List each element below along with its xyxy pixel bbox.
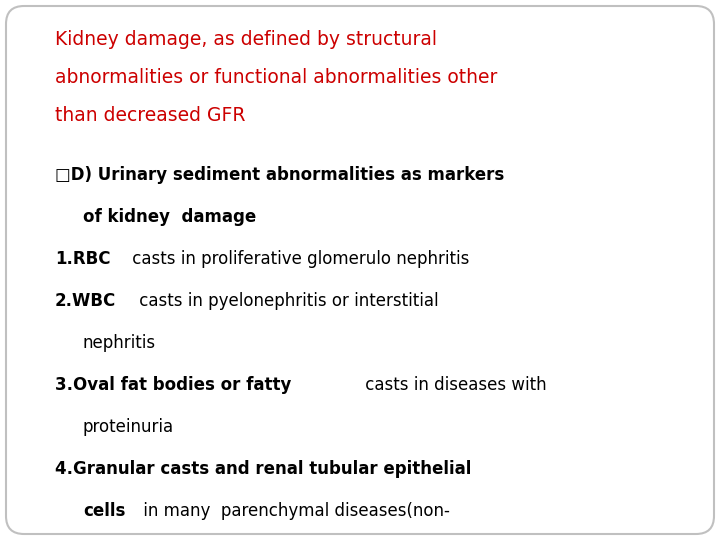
Text: casts in diseases with: casts in diseases with (360, 376, 546, 394)
Text: casts in proliferative glomerulo nephritis: casts in proliferative glomerulo nephrit… (127, 250, 469, 268)
Text: casts in pyelonephritis or interstitial: casts in pyelonephritis or interstitial (134, 292, 438, 310)
Text: Kidney damage, as defined by structural: Kidney damage, as defined by structural (55, 30, 437, 49)
Text: 2.WBC: 2.WBC (55, 292, 116, 310)
Text: proteinuria: proteinuria (83, 418, 174, 436)
Text: than decreased GFR: than decreased GFR (55, 106, 246, 125)
Text: in many  parenchymal diseases(non-: in many parenchymal diseases(non- (138, 502, 449, 520)
Text: abnormalities or functional abnormalities other: abnormalities or functional abnormalitie… (55, 68, 498, 87)
Text: 4.Granular casts and renal tubular epithelial: 4.Granular casts and renal tubular epith… (55, 460, 472, 478)
Text: □D) Urinary sediment abnormalities as markers: □D) Urinary sediment abnormalities as ma… (55, 166, 504, 184)
FancyBboxPatch shape (6, 6, 714, 534)
Text: 3.Oval fat bodies or fatty: 3.Oval fat bodies or fatty (55, 376, 292, 394)
Text: nephritis: nephritis (83, 334, 156, 352)
Text: of kidney  damage: of kidney damage (83, 208, 256, 226)
Text: cells: cells (83, 502, 125, 520)
Text: 1.RBC: 1.RBC (55, 250, 110, 268)
